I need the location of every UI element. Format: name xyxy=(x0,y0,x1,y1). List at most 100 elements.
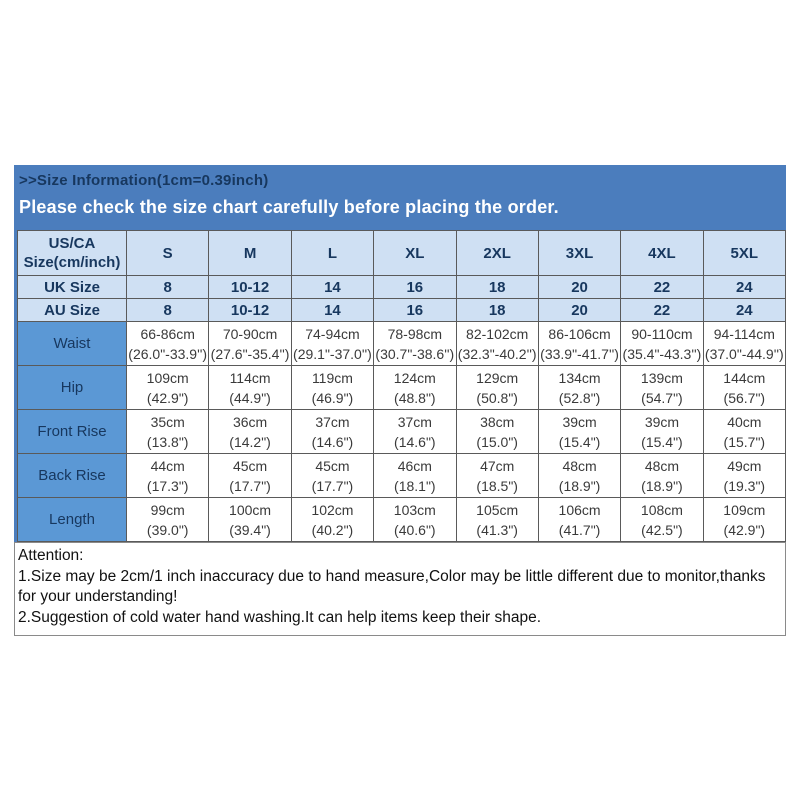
size-value-cell: 10-12 xyxy=(208,275,292,299)
table-row: UK Size 8 10-12 14 16 18 20 22 24 xyxy=(17,275,787,299)
measurement-cm-value: 90-110cm xyxy=(631,325,693,342)
measurement-inch-value: (19.3") xyxy=(723,477,766,494)
measurement-cell: 90-110cm (35.4"-43.3'') xyxy=(620,321,704,366)
measurement-inch-value: (50.8") xyxy=(476,389,518,406)
measurement-cm-value: 82-102cm xyxy=(466,325,529,342)
size-info-banner: >>Size Information(1cm=0.39inch) Please … xyxy=(14,165,786,230)
measurement-cm-value: 74-94cm xyxy=(305,325,360,342)
measurement-cm-value: 38cm xyxy=(480,413,515,430)
measurement-cell: 144cm (56.7") xyxy=(702,365,787,410)
measurement-cm-value: 36cm xyxy=(232,413,268,430)
attention-note: 1.Size may be 2cm/1 inch inaccuracy due … xyxy=(18,567,766,606)
size-column-header: 2XL xyxy=(455,230,539,276)
size-value-cell: 8 xyxy=(125,275,210,299)
attention-notes: 1.Size may be 2cm/1 inch inaccuracy due … xyxy=(18,567,781,629)
measurement-cm-value: 66-86cm xyxy=(140,325,195,342)
size-chart-warning: Please check the size chart carefully be… xyxy=(19,197,559,217)
measurement-cell: 45cm (17.7") xyxy=(208,453,292,498)
measurement-inch-value: (41.3") xyxy=(476,521,518,538)
measurement-inch-value: (42.5") xyxy=(641,521,683,538)
attention-note: 2.Suggestion of cold water hand washing.… xyxy=(18,608,542,626)
measurement-cell: 37cm (14.6") xyxy=(373,409,457,454)
measurement-cm-value: 49cm xyxy=(727,457,762,474)
measurement-cell: 109cm (42.9") xyxy=(702,497,787,542)
table-header-row: US/CA Size(cm/inch) S M L XL 2XL 3XL 4XL 5XL xyxy=(17,230,787,276)
measurement-inch-value: (26.0"-33.9'') xyxy=(128,345,208,362)
size-column-header: L xyxy=(290,230,375,276)
size-column-header: 5XL xyxy=(702,230,787,276)
measurement-inch-value: (27.6"-35.4'') xyxy=(210,345,290,362)
measurement-inch-value: (40.2") xyxy=(311,521,354,538)
measurement-cm-value: 48cm xyxy=(562,457,597,474)
measurement-inch-value: (56.7") xyxy=(723,389,766,406)
measurement-inch-value: (39.0") xyxy=(146,521,189,538)
measurement-cell: 48cm (18.9") xyxy=(620,453,704,498)
measurement-inch-value: (41.7") xyxy=(558,521,601,538)
size-value-cell: 24 xyxy=(702,275,787,299)
size-value-cell: 22 xyxy=(620,298,704,322)
table-row: Length 99cm (39.0") 100cm (39.4") 102cm (40.2"… xyxy=(17,497,787,542)
measurement-cell: 86-106cm (33.9"-41.7'') xyxy=(537,321,622,366)
measurement-cm-value: 114cm xyxy=(229,369,271,386)
table-row: AU Size 8 10-12 14 16 18 20 22 24 xyxy=(17,298,787,322)
measurement-cell: 39cm (15.4") xyxy=(537,409,622,454)
measurement-cell: 66-86cm (26.0"-33.9'') xyxy=(125,321,210,366)
row-label-cell: UK Size xyxy=(17,275,127,299)
size-value-cell: 16 xyxy=(373,275,457,299)
measurement-cell: 134cm (52.8") xyxy=(537,365,622,410)
measurement-inch-value: (14.6") xyxy=(394,433,436,450)
table-row: Hip 109cm (42.9") 114cm (44.9") 119cm (46.9") 1… xyxy=(17,365,787,410)
measurement-cell: 99cm (39.0") xyxy=(125,497,210,542)
measurement-inch-value: (15.4") xyxy=(558,433,601,450)
measurement-cell: 36cm (14.2") xyxy=(208,409,292,454)
measurement-inch-value: (13.8") xyxy=(146,433,189,450)
row-label-cell: Length xyxy=(17,497,127,542)
size-value-cell: 24 xyxy=(702,298,787,322)
measurement-cell: 103cm (40.6") xyxy=(373,497,457,542)
measurement-cm-value: 45cm xyxy=(232,457,268,474)
size-chart-table: US/CA Size(cm/inch) S M L XL 2XL 3XL 4XL 5XL UK Si… xyxy=(17,230,787,542)
measurement-cm-value: 144cm xyxy=(723,369,766,386)
measurement-cell: 100cm (39.4") xyxy=(208,497,292,542)
measurement-cell: 119cm (46.9") xyxy=(290,365,375,410)
measurement-cm-value: 105cm xyxy=(476,501,519,518)
measurement-cell: 102cm (40.2") xyxy=(290,497,375,542)
measurement-cell: 70-90cm (27.6"-35.4'') xyxy=(208,321,292,366)
measurement-cm-value: 129cm xyxy=(476,369,519,386)
measurement-cell: 129cm (50.8") xyxy=(455,365,539,410)
measurement-cm-value: 39cm xyxy=(644,413,680,430)
measurement-cm-value: 48cm xyxy=(644,457,680,474)
size-info-title: >>Size Information(1cm=0.39inch) xyxy=(19,172,269,189)
measurement-inch-value: (17.7") xyxy=(229,477,271,494)
measurement-inch-value: (46.9") xyxy=(311,389,354,406)
row-label-cell: AU Size xyxy=(17,298,127,322)
size-column-header: XL xyxy=(373,230,457,276)
size-value-cell: 10-12 xyxy=(208,298,292,322)
measurement-cm-value: 134cm xyxy=(558,369,601,386)
measurement-cm-value: 109cm xyxy=(146,369,189,386)
measurement-cm-value: 124cm xyxy=(393,369,436,386)
measurement-inch-value: (15.0") xyxy=(476,433,518,450)
size-value-cell: 20 xyxy=(537,298,622,322)
measurement-inch-value: (33.9"-41.7'') xyxy=(540,345,619,362)
measurement-inch-value: (44.9") xyxy=(229,389,271,406)
attention-box: Attention: 1.Size may be 2cm/1 inch inac… xyxy=(14,542,786,636)
measurement-cm-value: 94-114cm xyxy=(713,325,775,342)
measurement-cell: 114cm (44.9") xyxy=(208,365,292,410)
measurement-inch-value: (14.6") xyxy=(311,433,354,450)
measurement-cell: 47cm (18.5") xyxy=(455,453,539,498)
measurement-cm-value: 44cm xyxy=(150,457,185,474)
measurement-inch-value: (35.4"-43.3'') xyxy=(622,345,702,362)
measurement-inch-value: (15.4") xyxy=(641,433,683,450)
measurement-inch-value: (17.7") xyxy=(311,477,354,494)
measurement-cell: 78-98cm (30.7"-38.6'') xyxy=(373,321,457,366)
size-value-cell: 18 xyxy=(455,298,539,322)
size-value-cell: 18 xyxy=(455,275,539,299)
measurement-cell: 40cm (15.7") xyxy=(702,409,787,454)
measurement-cell: 45cm (17.7") xyxy=(290,453,375,498)
measurement-cm-value: 100cm xyxy=(229,501,272,518)
measurement-cm-value: 102cm xyxy=(311,501,354,518)
measurement-cm-value: 78-98cm xyxy=(387,325,443,342)
corner-header-line: Size(cm/inch) xyxy=(23,254,121,271)
measurement-cm-value: 45cm xyxy=(315,457,350,474)
